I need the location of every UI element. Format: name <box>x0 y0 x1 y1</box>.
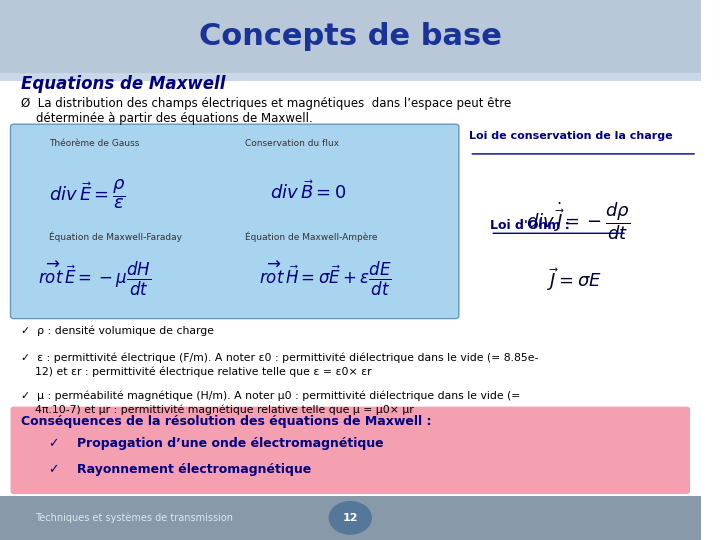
Text: 4π.10-7) et μr : permittivité magnétique relative telle que μ = μ0× μr: 4π.10-7) et μr : permittivité magnétique… <box>21 404 414 415</box>
Text: Équation de Maxwell-Faraday: Équation de Maxwell-Faraday <box>49 231 182 241</box>
Text: Loi de conservation de la charge: Loi de conservation de la charge <box>469 131 673 141</box>
Text: $\overrightarrow{rot}\,\vec{H} = \sigma\vec{E} + \varepsilon\dfrac{dE}{dt}$: $\overrightarrow{rot}\,\vec{H} = \sigma\… <box>259 260 392 298</box>
Text: Techniques et systèmes de transmission: Techniques et systèmes de transmission <box>35 512 233 523</box>
Text: Concepts de base: Concepts de base <box>199 22 502 51</box>
Text: Théorème de Gauss: Théorème de Gauss <box>49 139 140 148</box>
Text: 12: 12 <box>343 513 358 523</box>
FancyBboxPatch shape <box>11 407 690 494</box>
Text: Équation de Maxwell-Ampère: Équation de Maxwell-Ampère <box>246 231 378 241</box>
Text: Conséquences de la résolution des équations de Maxwell :: Conséquences de la résolution des équati… <box>21 415 431 428</box>
FancyBboxPatch shape <box>0 496 701 540</box>
Text: $div\,\dot{\vec{J}} = -\dfrac{d\rho}{dt}$: $div\,\dot{\vec{J}} = -\dfrac{d\rho}{dt}… <box>526 200 630 242</box>
Text: Equations de Maxwell: Equations de Maxwell <box>21 75 225 93</box>
FancyBboxPatch shape <box>0 73 701 81</box>
FancyBboxPatch shape <box>11 124 459 319</box>
Text: ✓  ρ : densité volumique de charge: ✓ ρ : densité volumique de charge <box>21 325 214 336</box>
Text: $\vec{J} = \sigma E$: $\vec{J} = \sigma E$ <box>547 266 602 293</box>
Text: $div\,\vec{B} = 0$: $div\,\vec{B} = 0$ <box>270 180 346 203</box>
Text: ✓  ε : permittivité électrique (F/m). A noter ε0 : permittivité diélectrique dan: ✓ ε : permittivité électrique (F/m). A n… <box>21 352 539 363</box>
FancyBboxPatch shape <box>0 0 701 73</box>
Text: déterminée à partir des équations de Maxwell.: déterminée à partir des équations de Max… <box>21 112 312 125</box>
Text: Ø  La distribution des champs électriques et magnétiques  dans l’espace peut êtr: Ø La distribution des champs électriques… <box>21 97 511 110</box>
Circle shape <box>329 502 372 534</box>
Text: $div\,\vec{E} = \dfrac{\rho}{\varepsilon}$: $div\,\vec{E} = \dfrac{\rho}{\varepsilon… <box>49 178 126 211</box>
Text: $\overrightarrow{rot}\,\vec{E} = -\mu\dfrac{dH}{dt}$: $\overrightarrow{rot}\,\vec{E} = -\mu\df… <box>38 260 151 298</box>
Text: 12) et εr : permittivité électrique relative telle que ε = ε0× εr: 12) et εr : permittivité électrique rela… <box>21 366 372 377</box>
Text: ✓  μ : perméabilité magnétique (H/m). A noter μ0 : permittivité diélectrique dan: ✓ μ : perméabilité magnétique (H/m). A n… <box>21 390 521 401</box>
Text: Loi d'Ohm :: Loi d'Ohm : <box>490 219 570 232</box>
Text: Conservation du flux: Conservation du flux <box>246 139 339 148</box>
Text: ✓    Propagation d’une onde électromagnétique: ✓ Propagation d’une onde électromagnétiq… <box>49 437 384 450</box>
Text: ✓    Rayonnement électromagnétique: ✓ Rayonnement électromagnétique <box>49 463 311 476</box>
